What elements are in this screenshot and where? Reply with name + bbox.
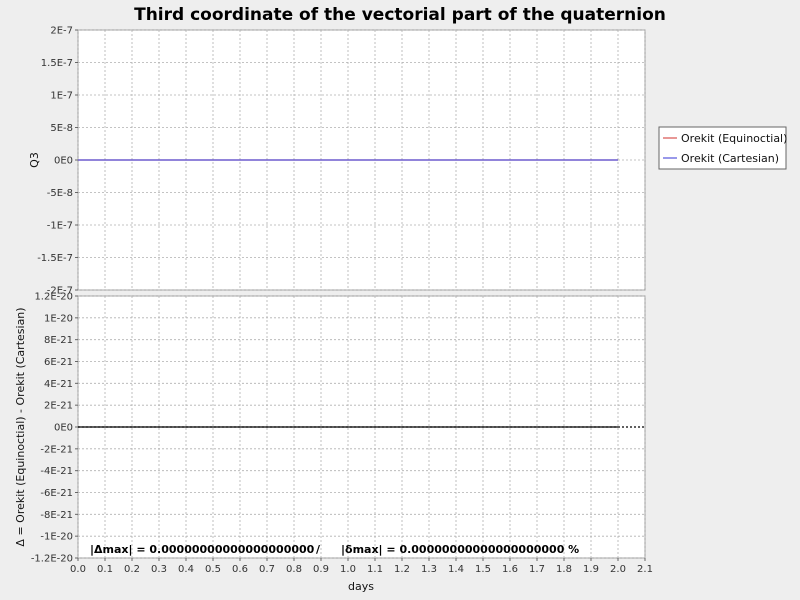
y-tick-label-0-8: -2E-7 <box>47 286 73 297</box>
y-tick-label-0-2: 1E-7 <box>50 91 73 102</box>
x-tick-label-12: 1.2 <box>394 564 410 575</box>
x-tick-label-15: 1.5 <box>475 564 491 575</box>
x-tick-label-16: 1.6 <box>502 564 518 575</box>
top-y-axis-label: Q3 <box>28 152 41 168</box>
x-tick-label-1: 0.1 <box>97 564 113 575</box>
y-tick-label-1-12: -1.2E-20 <box>31 554 73 565</box>
y-tick-label-0-1: 1.5E-7 <box>41 58 73 69</box>
bottom-y-axis-label: Δ = Orekit (Equinoctial) - Orekit (Carte… <box>14 307 27 546</box>
x-ticks: 0.0 0.1 0.2 0.3 0.4 0.5 0.6 0.7 0.8 0.9 1.0 1.1 1.2 1… <box>70 558 653 575</box>
legend-box <box>658 126 787 170</box>
y-tick-label-1-3: 6E-21 <box>44 357 73 368</box>
y-tick-label-1-1: 1E-20 <box>44 313 73 324</box>
x-tick-label-5: 0.5 <box>205 564 221 575</box>
y-tick-label-1-11: -1E-20 <box>40 532 73 543</box>
x-tick-label-4: 0.4 <box>178 564 194 575</box>
legend-label-1: Orekit (Cartesian) <box>681 152 779 165</box>
x-tick-label-19: 1.9 <box>583 564 599 575</box>
y-tick-label-1-0: 1.2E-20 <box>34 292 73 303</box>
x-tick-label-6: 0.6 <box>232 564 248 575</box>
y-tick-label-1-9: -6E-21 <box>40 488 73 499</box>
y-tick-label-0-0: 2E-7 <box>50 26 73 37</box>
x-tick-label-9: 0.9 <box>313 564 329 575</box>
y-tick-label-1-5: 2E-21 <box>44 401 73 412</box>
y-tick-label-1-10: -8E-21 <box>40 510 73 521</box>
bottom-y-ticks: 1.2E-20 1E-20 8E-21 6E-21 4E-21 2E-21 0E0 -2E-2… <box>31 292 78 565</box>
legend: Orekit (Equinoctial) Orekit (Cartesian) <box>663 132 787 165</box>
x-tick-label-21: 2.1 <box>637 564 653 575</box>
x-tick-label-13: 1.3 <box>421 564 437 575</box>
y-tick-label-1-8: -4E-21 <box>40 466 73 477</box>
y-tick-label-0-6: -1E-7 <box>47 221 73 232</box>
x-tick-label-7: 0.7 <box>259 564 275 575</box>
x-tick-label-3: 0.3 <box>151 564 167 575</box>
y-tick-label-1-7: -2E-21 <box>40 444 73 455</box>
top-y-ticks: 2E-7 1.5E-7 1E-7 5E-8 0E0 -5E-8 -1E-7 -1.5E-7 -2… <box>37 26 78 297</box>
x-tick-label-2: 0.2 <box>124 564 140 575</box>
x-tick-label-10: 1.0 <box>340 564 356 575</box>
y-tick-label-1-4: 4E-21 <box>44 379 73 390</box>
y-tick-label-0-3: 5E-8 <box>50 123 73 134</box>
x-tick-label-17: 1.7 <box>529 564 545 575</box>
x-tick-label-0: 0.0 <box>70 564 86 575</box>
x-axis-label: days <box>348 580 374 593</box>
y-tick-label-0-5: -5E-8 <box>47 188 73 199</box>
legend-label-0: Orekit (Equinoctial) <box>681 132 787 145</box>
x-tick-label-8: 0.8 <box>286 564 302 575</box>
y-tick-label-1-6: 0E0 <box>54 423 73 434</box>
x-tick-label-18: 1.8 <box>556 564 572 575</box>
delta-rel-max-annotation: |δmax| = 0.00000000000000000000 % <box>341 543 579 556</box>
y-tick-label-0-4: 0E0 <box>54 156 73 167</box>
annotation-separator: / <box>316 543 321 556</box>
y-tick-label-1-2: 8E-21 <box>44 335 73 346</box>
x-tick-label-11: 1.1 <box>367 564 383 575</box>
x-tick-label-14: 1.4 <box>448 564 464 575</box>
delta-max-annotation: |Δmax| = 0.00000000000000000000 <box>90 543 315 556</box>
x-tick-label-20: 2.0 <box>610 564 626 575</box>
y-tick-label-0-7: -1.5E-7 <box>37 253 73 264</box>
chart-title: Third coordinate of the vectorial part o… <box>134 5 666 25</box>
